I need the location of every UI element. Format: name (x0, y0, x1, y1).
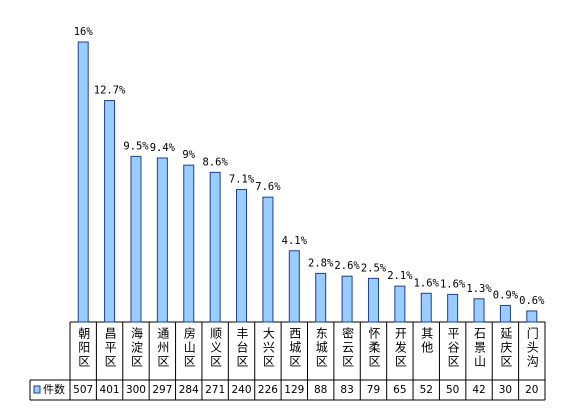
count-label: 297 (152, 384, 172, 396)
percent-label: 16% (74, 26, 94, 38)
category-label: 其他 (420, 327, 434, 355)
bar (499, 304, 511, 323)
percent-label: 1.6% (440, 278, 466, 290)
percent-label: 2.8% (308, 257, 334, 269)
percent-label: 4.1% (282, 235, 308, 247)
bar (367, 277, 379, 323)
percent-label: 1.3% (466, 283, 492, 295)
percent-label: 0.9% (493, 289, 519, 301)
count-label: 240 (232, 384, 252, 396)
count-label: 284 (179, 384, 199, 396)
count-label: 226 (258, 384, 278, 396)
count-label: 65 (393, 384, 406, 396)
count-label: 88 (314, 384, 327, 396)
percent-label: 9% (182, 149, 195, 161)
category-label: 房山区 (182, 326, 196, 369)
category-label: 通州区 (156, 327, 170, 369)
bar (420, 292, 432, 323)
category-label: 丰台区 (235, 327, 249, 369)
percent-label: 9.4% (150, 142, 176, 154)
category-label: 石景山 (473, 327, 487, 369)
category-label: 西城区 (288, 327, 302, 369)
category-label: 朝阳区 (77, 327, 91, 369)
bar (156, 157, 168, 323)
count-label: 79 (367, 384, 380, 396)
percent-label: 8.6% (202, 156, 228, 168)
category-label: 延庆区 (499, 327, 513, 369)
percent-label: 2.5% (361, 262, 387, 274)
percent-label: 9.5% (123, 140, 149, 152)
category-label: 顺义区 (209, 327, 223, 369)
bar (104, 100, 116, 323)
category-label: 平谷区 (446, 327, 460, 369)
bar (262, 196, 274, 323)
bar (315, 272, 327, 323)
percent-label: 0.6% (519, 295, 545, 307)
count-label: 83 (340, 384, 353, 396)
category-label: 门头沟 (525, 326, 539, 369)
bar (473, 298, 485, 323)
bar (394, 285, 406, 323)
legend-marker (33, 385, 41, 394)
bar (183, 164, 195, 323)
count-label: 52 (420, 384, 433, 396)
count-label: 300 (126, 384, 146, 396)
bar (341, 275, 353, 323)
bar (447, 293, 459, 323)
bar (209, 171, 221, 323)
category-label: 海淀区 (129, 326, 143, 369)
percent-label: 2.6% (334, 260, 360, 272)
count-label: 507 (73, 384, 93, 396)
bar (130, 155, 142, 323)
percent-label: 7.6% (255, 181, 281, 193)
percent-label: 7.1% (229, 173, 255, 185)
bar (77, 41, 89, 323)
bar (288, 250, 300, 323)
category-label: 东城区 (314, 327, 328, 369)
count-label: 129 (284, 384, 304, 396)
category-label: 开发区 (393, 327, 407, 369)
legend-label: 件数 (43, 383, 65, 396)
category-label: 密云区 (341, 326, 355, 369)
category-label: 怀柔区 (367, 327, 381, 369)
count-label: 271 (205, 384, 225, 396)
category-label: 昌平区 (103, 327, 117, 369)
count-label: 50 (446, 384, 459, 396)
percent-label: 12.7% (94, 85, 126, 97)
bar (236, 188, 248, 323)
count-label: 42 (472, 384, 485, 396)
category-label: 大兴区 (261, 327, 275, 369)
count-label: 401 (100, 384, 120, 396)
count-label: 30 (499, 384, 512, 396)
bar (526, 310, 538, 323)
percent-label: 1.6% (414, 277, 440, 289)
percent-label: 2.1% (387, 270, 413, 282)
count-label: 20 (525, 384, 538, 396)
